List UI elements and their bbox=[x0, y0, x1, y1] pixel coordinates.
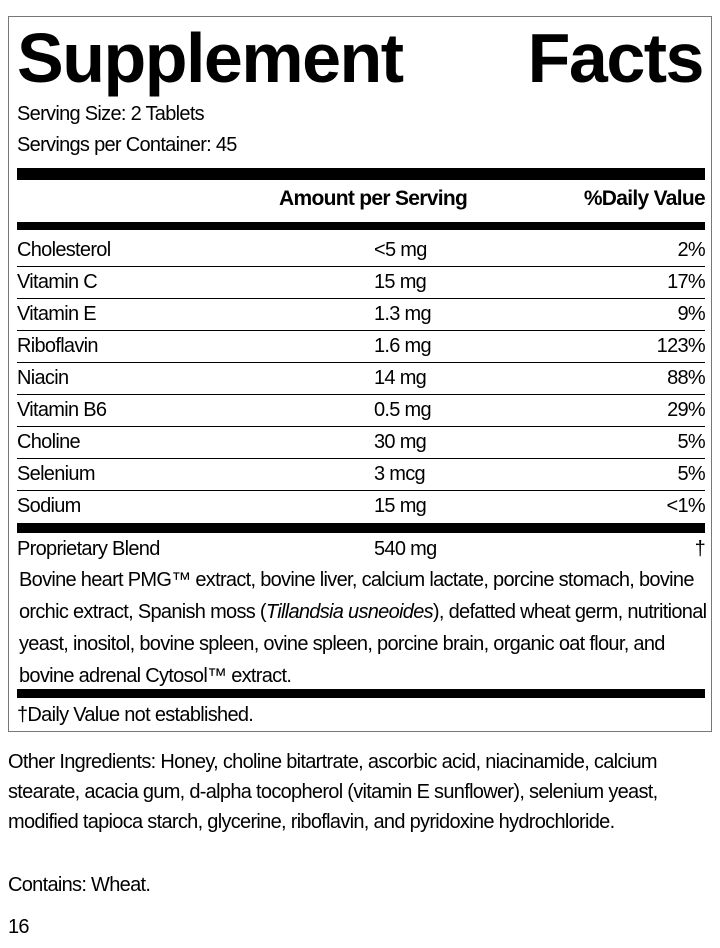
nutrient-daily-value: <1% bbox=[666, 495, 706, 517]
nutrient-row: Choline 30 mg 5% bbox=[17, 426, 706, 459]
ingredients-text: Bovine heart PMG™ extract, bovine liver,… bbox=[19, 569, 694, 623]
nutrient-name: Selenium bbox=[17, 463, 95, 485]
blend-name: Proprietary Blend bbox=[17, 538, 160, 560]
nutrient-row: Cholesterol <5 mg 2% bbox=[17, 234, 706, 267]
divider-thick bbox=[17, 222, 705, 230]
nutrient-amount: 1.6 mg bbox=[374, 335, 432, 357]
nutrient-daily-value: 9% bbox=[677, 303, 705, 325]
nutrient-row: Selenium 3 mcg 5% bbox=[17, 458, 706, 491]
serving-size: Serving Size: 2 Tablets bbox=[17, 103, 205, 125]
amount-header: Amount per Serving bbox=[279, 187, 468, 210]
nutrient-daily-value: 5% bbox=[677, 431, 705, 453]
footnote: †Daily Value not established. bbox=[17, 704, 254, 726]
nutrient-daily-value: 29% bbox=[667, 399, 706, 421]
nutrient-amount: 15 mg bbox=[374, 495, 427, 517]
nutrient-amount: 14 mg bbox=[374, 367, 427, 389]
nutrient-row: Vitamin C 15 mg 17% bbox=[17, 266, 706, 299]
daily-value-header: %Daily Value bbox=[583, 187, 706, 210]
nutrient-name: Vitamin B6 bbox=[17, 399, 107, 421]
supplement-facts-panel: Supplement Facts Serving Size: 2 Tablets… bbox=[8, 16, 712, 732]
nutrient-amount: 3 mcg bbox=[374, 463, 426, 485]
nutrient-name: Choline bbox=[17, 431, 81, 453]
title-word: Supplement bbox=[17, 19, 404, 97]
divider-thick bbox=[17, 523, 705, 533]
ingredients-italic: Tillandsia usneoides bbox=[265, 601, 434, 623]
nutrient-daily-value: 88% bbox=[667, 367, 706, 389]
nutrient-daily-value: 123% bbox=[656, 335, 706, 357]
nutrient-amount: <5 mg bbox=[374, 239, 427, 261]
page-number: 16 bbox=[8, 916, 30, 938]
nutrient-daily-value: 2% bbox=[677, 239, 705, 261]
contains-statement: Contains: Wheat. bbox=[8, 874, 151, 896]
nutrient-amount: 1.3 mg bbox=[374, 303, 432, 325]
nutrient-amount: 0.5 mg bbox=[374, 399, 432, 421]
ingredients-text: ), defatted wheat germ, nutritional yeas… bbox=[19, 601, 707, 687]
divider-thick bbox=[17, 689, 705, 698]
nutrient-daily-value: 17% bbox=[667, 271, 706, 293]
servings-per-container: Servings per Container: 45 bbox=[17, 134, 237, 156]
nutrient-row: Sodium 15 mg <1% bbox=[17, 490, 706, 522]
panel-title: Supplement Facts bbox=[17, 19, 705, 97]
nutrient-daily-value: 5% bbox=[677, 463, 705, 485]
nutrient-row: Niacin 14 mg 88% bbox=[17, 362, 706, 395]
blend-amount: 540 mg bbox=[374, 538, 437, 560]
other-ingredients: Other Ingredients: Honey, choline bitart… bbox=[8, 751, 658, 833]
nutrient-name: Niacin bbox=[17, 367, 69, 389]
nutrient-name: Sodium bbox=[17, 495, 81, 517]
blend-ingredients: Bovine heart PMG™ extract, bovine liver,… bbox=[19, 564, 709, 692]
blend-row: Proprietary Blend 540 mg † bbox=[17, 533, 706, 565]
blend-dv: † bbox=[694, 538, 706, 560]
nutrient-amount: 30 mg bbox=[374, 431, 427, 453]
nutrient-name: Vitamin E bbox=[17, 303, 97, 325]
nutrient-row: Vitamin B6 0.5 mg 29% bbox=[17, 394, 706, 427]
title-word: Facts bbox=[527, 19, 705, 97]
nutrient-name: Riboflavin bbox=[17, 335, 99, 357]
nutrient-name: Cholesterol bbox=[17, 239, 111, 261]
divider-thick bbox=[17, 168, 705, 180]
nutrient-name: Vitamin C bbox=[17, 271, 98, 293]
nutrient-row: Vitamin E 1.3 mg 9% bbox=[17, 298, 706, 331]
nutrient-row: Riboflavin 1.6 mg 123% bbox=[17, 330, 706, 363]
nutrient-amount: 15 mg bbox=[374, 271, 427, 293]
